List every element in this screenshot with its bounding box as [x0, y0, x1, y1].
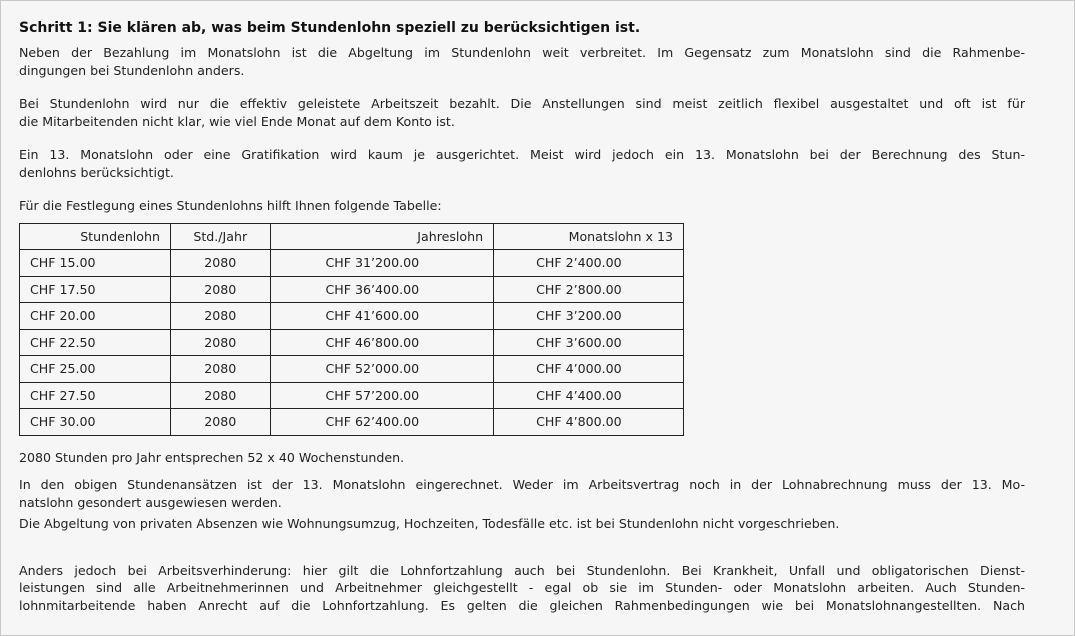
- table-cell: CHF 22.50: [19, 328, 171, 356]
- table-row: CHF 17.50 2080 CHF 36’400.00 CHF 2’800.00: [19, 275, 684, 303]
- table-cell: CHF 46’800.00: [269, 328, 495, 356]
- text-line: lohnmitarbeitende haben Anrecht auf die …: [19, 597, 1025, 613]
- table-cell: CHF 4’800.00: [493, 408, 684, 436]
- text-line: dingungen bei Stundenlohn anders.: [19, 62, 245, 78]
- table-row: CHF 15.00 2080 CHF 31’200.00 CHF 2’400.00: [19, 249, 684, 277]
- paragraph-table-intro: Für die Festlegung eines Stundenlohns hi…: [19, 197, 1025, 215]
- table-cell: 2080: [169, 328, 271, 356]
- paragraph-13-monatslohn: Ein 13. Monatslohn oder eine Gratifikati…: [19, 146, 1025, 181]
- table-cell: CHF 25.00: [19, 355, 171, 383]
- table-cell: CHF 15.00: [19, 249, 171, 277]
- table-row: CHF 20.00 2080 CHF 41’600.00 CHF 3’200.00: [19, 302, 684, 330]
- table-cell: CHF 2’400.00: [493, 249, 684, 277]
- table-cell: CHF 52’000.00: [269, 355, 495, 383]
- table-cell: CHF 17.50: [19, 275, 171, 303]
- wage-table: Stundenlohn Std./Jahr Jahreslohn Monatsl…: [19, 222, 684, 436]
- table-cell: CHF 27.50: [19, 381, 171, 409]
- table-cell: CHF 62’400.00: [269, 408, 495, 436]
- table-cell: CHF 2’800.00: [493, 275, 684, 303]
- table-row: CHF 22.50 2080 CHF 46’800.00 CHF 3’600.00: [19, 328, 684, 356]
- text-line: Anders jedoch bei Arbeitsverhinderung: h…: [19, 562, 1025, 578]
- table-cell: 2080: [169, 355, 271, 383]
- paragraph-arbeitsverhinderung: Anders jedoch bei Arbeitsverhinderung: h…: [19, 562, 1025, 615]
- text-line: Neben der Bezahlung im Monatslohn ist di…: [19, 45, 1025, 60]
- text-line: natslohn gesondert ausgewiesen werden.: [19, 494, 282, 510]
- table-cell: CHF 36’400.00: [269, 275, 495, 303]
- table-cell: 2080: [169, 302, 271, 330]
- table-cell: CHF 41’600.00: [269, 302, 495, 330]
- paragraph-13-eingerechnet: In den obigen Stundenansätzen ist der 13…: [19, 476, 1025, 511]
- text-line: leistungen sind alle Arbeitnehmerinnen u…: [19, 580, 1025, 595]
- table-cell: CHF 20.00: [19, 302, 171, 330]
- paragraph-hours-note: 2080 Stunden pro Jahr entsprechen 52 x 4…: [19, 449, 1025, 467]
- text-line: denlohns berücksichtigt.: [19, 164, 174, 180]
- text-line: 2080 Stunden pro Jahr entsprechen 52 x 4…: [19, 449, 405, 465]
- text-line: Die Abgeltung von privaten Absenzen wie …: [19, 516, 840, 531]
- text-line: die Mitarbeitenden nicht klar, wie viel …: [19, 113, 455, 129]
- table-row: CHF 25.00 2080 CHF 52’000.00 CHF 4’000.00: [19, 355, 684, 383]
- table-cell: 2080: [169, 249, 271, 277]
- text-line: Für die Festlegung eines Stundenlohns hi…: [19, 198, 442, 213]
- table-cell: CHF 3’600.00: [493, 328, 684, 356]
- paragraph-arbeitszeit: Bei Stundenlohn wird nur die effektiv ge…: [19, 95, 1025, 130]
- table-cell: CHF 4’400.00: [493, 381, 684, 409]
- column-header: Jahreslohn: [269, 222, 495, 250]
- document-content: Schritt 1: Sie klären ab, was beim Stund…: [19, 18, 1025, 614]
- table-cell: CHF 31’200.00: [269, 249, 495, 277]
- column-header: Monatslohn x 13: [493, 222, 684, 250]
- text-line: Bei Stundenlohn wird nur die effektiv ge…: [19, 96, 1025, 111]
- table-cell: CHF 57’200.00: [269, 381, 495, 409]
- paragraph-absenzen: Die Abgeltung von privaten Absenzen wie …: [19, 515, 1025, 533]
- column-header: Stundenlohn: [19, 222, 171, 250]
- column-header: Std./Jahr: [169, 222, 271, 250]
- table-cell: 2080: [169, 275, 271, 303]
- table-cell: 2080: [169, 381, 271, 409]
- section-heading: Schritt 1: Sie klären ab, was beim Stund…: [19, 20, 641, 36]
- table-cell: CHF 3’200.00: [493, 302, 684, 330]
- table-row: CHF 30.00 2080 CHF 62’400.00 CHF 4’800.00: [19, 408, 684, 436]
- table-cell: CHF 30.00: [19, 408, 171, 436]
- text-line: In den obigen Stundenansätzen ist der 13…: [19, 477, 1025, 492]
- table-cell: CHF 4’000.00: [493, 355, 684, 383]
- table-header-row: Stundenlohn Std./Jahr Jahreslohn Monatsl…: [19, 222, 684, 250]
- table-cell: 2080: [169, 408, 271, 436]
- text-line: Ein 13. Monatslohn oder eine Gratifikati…: [19, 147, 1025, 162]
- paragraph-intro: Neben der Bezahlung im Monatslohn ist di…: [19, 44, 1025, 79]
- table-row: CHF 27.50 2080 CHF 57’200.00 CHF 4’400.00: [19, 381, 684, 409]
